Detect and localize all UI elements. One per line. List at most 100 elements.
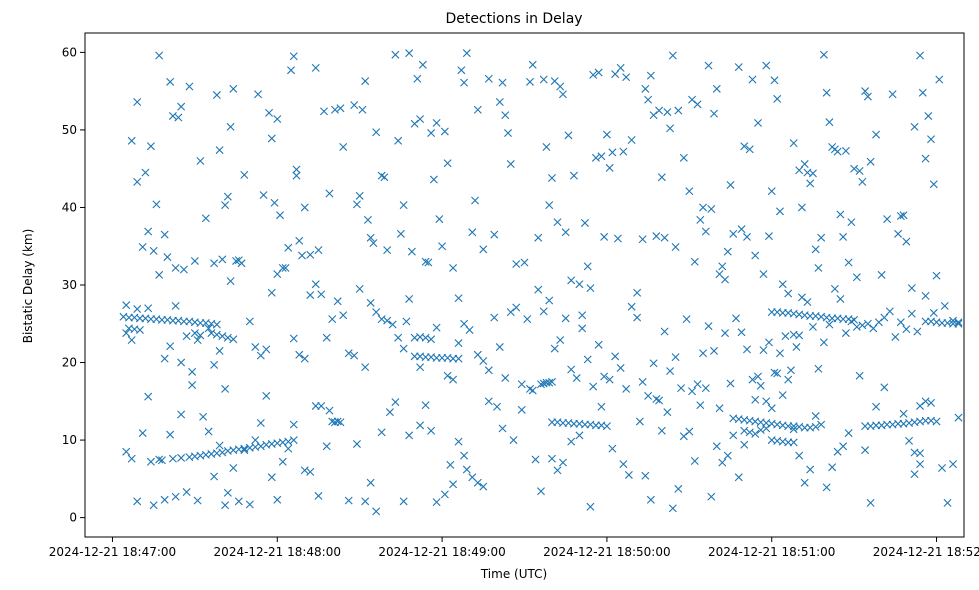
data-point xyxy=(300,354,309,363)
data-point xyxy=(256,419,265,428)
data-point xyxy=(405,294,414,303)
data-point xyxy=(778,391,787,400)
data-point xyxy=(416,421,425,430)
data-point xyxy=(276,211,285,220)
data-point xyxy=(778,280,787,289)
data-point xyxy=(545,296,554,305)
series-track-12km-end xyxy=(861,401,936,458)
data-point xyxy=(289,52,298,61)
data-point xyxy=(781,332,790,341)
data-point xyxy=(547,174,556,182)
data-point xyxy=(929,308,938,317)
series-track-26km-late xyxy=(767,308,859,340)
data-point xyxy=(638,235,647,244)
data-point xyxy=(339,311,348,320)
data-point xyxy=(542,142,551,151)
data-point xyxy=(149,246,158,255)
series-track-12km-mid xyxy=(547,418,611,431)
data-point xyxy=(438,242,447,251)
data-point xyxy=(819,50,828,59)
data-point xyxy=(655,106,664,115)
data-point xyxy=(660,233,669,242)
data-point xyxy=(863,92,872,101)
data-point xyxy=(210,259,219,268)
data-point xyxy=(344,496,353,505)
data-point xyxy=(484,397,493,406)
data-point xyxy=(171,301,180,310)
data-point xyxy=(262,391,271,400)
data-point xyxy=(589,70,598,79)
data-point xyxy=(133,98,142,106)
data-point xyxy=(322,333,331,342)
data-point xyxy=(822,483,831,492)
data-point xyxy=(204,427,213,436)
data-point xyxy=(586,284,595,293)
data-point xyxy=(215,146,224,155)
data-point xyxy=(361,363,370,372)
data-point xyxy=(454,437,463,446)
data-point xyxy=(449,375,458,384)
data-point xyxy=(210,472,219,481)
data-point xyxy=(163,253,172,262)
data-point xyxy=(666,367,675,376)
data-point xyxy=(300,203,309,212)
data-point xyxy=(407,247,416,256)
data-point xyxy=(427,335,436,344)
data-point xyxy=(751,251,760,260)
data-point xyxy=(177,358,186,367)
data-point xyxy=(155,455,164,464)
data-point xyxy=(811,245,820,254)
data-point xyxy=(454,339,463,348)
data-point xyxy=(855,371,864,380)
data-point xyxy=(278,263,287,272)
data-point xyxy=(921,154,930,163)
data-point xyxy=(218,448,227,457)
data-point xyxy=(262,345,271,354)
data-point xyxy=(553,466,562,475)
data-point xyxy=(391,398,400,407)
data-point xyxy=(682,315,691,324)
data-point xyxy=(679,432,688,441)
data-point xyxy=(133,305,142,314)
data-point xyxy=(270,198,279,207)
data-point xyxy=(594,340,603,349)
data-point xyxy=(298,251,306,260)
data-point xyxy=(171,263,180,272)
data-point xyxy=(498,78,507,87)
data-point xyxy=(726,180,735,189)
data-point xyxy=(844,258,853,267)
data-point xyxy=(558,90,567,99)
data-point xyxy=(207,329,216,338)
data-point xyxy=(160,230,169,239)
data-point xyxy=(152,200,161,209)
data-point xyxy=(523,315,532,324)
data-point xyxy=(616,363,625,372)
data-point xyxy=(402,317,411,326)
data-point xyxy=(668,504,677,513)
data-point xyxy=(284,437,293,446)
data-point xyxy=(578,311,587,320)
data-point xyxy=(229,335,238,344)
data-point xyxy=(212,320,221,329)
data-point xyxy=(405,49,414,58)
data-point xyxy=(674,106,683,115)
data-point xyxy=(803,298,812,307)
data-point xyxy=(138,429,147,438)
data-point xyxy=(693,380,702,389)
data-point xyxy=(759,346,768,355)
data-point xyxy=(490,313,499,322)
data-point xyxy=(825,118,834,127)
data-point xyxy=(751,395,760,404)
data-point xyxy=(501,374,510,383)
data-point xyxy=(394,136,403,145)
data-point xyxy=(267,288,276,297)
data-point xyxy=(564,131,573,140)
data-point xyxy=(520,258,529,267)
data-point xyxy=(605,375,614,384)
data-point xyxy=(553,218,562,227)
data-point xyxy=(383,246,392,255)
data-point xyxy=(932,271,941,280)
data-point xyxy=(344,349,353,358)
data-point xyxy=(753,118,762,127)
